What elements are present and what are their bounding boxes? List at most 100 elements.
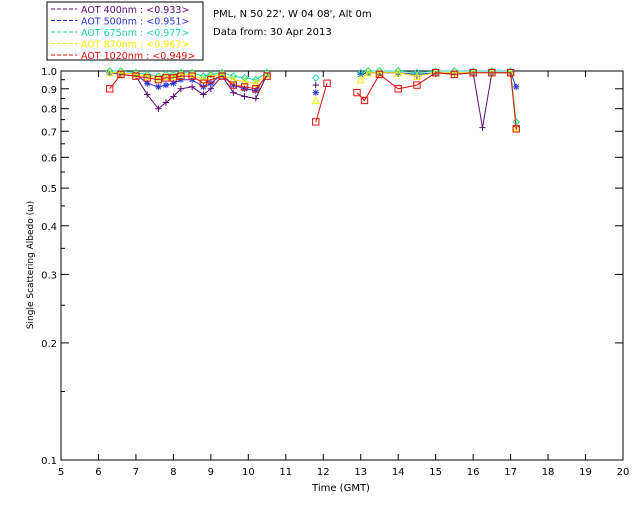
y-tick-label: 0.5 — [41, 184, 57, 195]
data-point — [161, 71, 170, 80]
series-1020nm — [106, 68, 520, 133]
x-axis-label: Time (GMT) — [311, 483, 370, 494]
data-point — [252, 85, 260, 93]
legend-label: AOT 400nm : <0.933> — [81, 5, 189, 16]
y-tick-label: 0.2 — [41, 339, 57, 350]
data-point — [240, 83, 249, 91]
data-point — [169, 74, 178, 82]
x-tick-label: 20 — [617, 467, 630, 478]
x-tick-label: 19 — [579, 467, 592, 478]
data-point — [207, 85, 215, 92]
data-point — [360, 96, 369, 105]
y-tick-label: 0.8 — [41, 105, 57, 116]
axis-ticks: 5 6 7 8 9 10 11 12 13 14 15 16 17 18 19 20 0.1 0.2 0.3 0.4 0… — [41, 67, 629, 478]
data-point — [413, 81, 421, 89]
x-tick-label: 16 — [467, 467, 480, 478]
data-point — [412, 71, 421, 80]
data-point — [241, 85, 248, 92]
x-tick-label: 12 — [317, 467, 330, 478]
data-point — [364, 68, 373, 77]
data-point — [176, 70, 185, 79]
legend: AOT 400nm : <0.933>AOT 500nm : <0.951>AO… — [46, 1, 204, 62]
data-point — [162, 74, 170, 82]
y-tick-label: 0.4 — [41, 222, 57, 233]
data-point — [131, 70, 140, 79]
data-point — [207, 75, 215, 84]
data-point — [469, 68, 477, 77]
data-point — [116, 68, 125, 77]
data-point — [169, 71, 178, 80]
data-point — [263, 68, 271, 77]
y-tick-label: 0.3 — [41, 270, 57, 281]
data-point — [263, 72, 271, 80]
chart-title-site: PML, N 50 22', W 04 08', Alt 0m — [213, 9, 372, 20]
y-axis-label: Single Scattering Albedo (ω) — [26, 201, 36, 329]
data-point — [162, 81, 170, 89]
data-point — [229, 81, 238, 89]
x-tick-label: 6 — [95, 467, 101, 478]
data-point — [229, 75, 238, 84]
x-tick-label: 17 — [504, 467, 517, 478]
data-point — [154, 75, 163, 84]
data-point — [143, 80, 151, 87]
data-marks — [105, 67, 521, 133]
data-point — [155, 83, 162, 91]
data-point — [375, 68, 384, 77]
data-point — [106, 85, 114, 93]
data-point — [312, 89, 319, 96]
x-tick-label: 7 — [133, 467, 139, 478]
data-point — [117, 70, 125, 79]
legend-label: AOT 675nm : <0.977> — [81, 28, 189, 39]
data-point — [450, 68, 459, 77]
data-point — [218, 70, 227, 79]
data-point — [177, 72, 185, 80]
data-point — [188, 83, 196, 91]
data-point — [105, 67, 114, 75]
data-point — [375, 70, 384, 79]
data-point — [450, 70, 459, 79]
data-point — [356, 75, 365, 84]
data-point — [218, 72, 226, 80]
data-point — [154, 73, 163, 82]
data-point — [200, 91, 207, 98]
data-point — [312, 81, 319, 89]
data-point — [413, 71, 421, 78]
data-point — [155, 105, 162, 112]
data-point — [230, 89, 237, 96]
data-point — [479, 124, 486, 131]
data-point — [357, 71, 364, 78]
data-point — [199, 79, 208, 87]
x-tick-label: 8 — [170, 467, 176, 478]
data-point — [252, 95, 260, 102]
data-point — [311, 73, 320, 82]
data-point — [323, 79, 331, 87]
x-tick-label: 13 — [354, 467, 367, 478]
x-tick-label: 5 — [58, 467, 64, 478]
data-point — [240, 77, 249, 86]
data-point — [162, 99, 170, 106]
data-point — [353, 88, 361, 97]
data-point — [132, 72, 140, 80]
legend-label: AOT 870nm : <0.967> — [81, 40, 189, 51]
y-tick-label: 0.9 — [41, 85, 57, 96]
data-point — [488, 68, 496, 77]
data-point — [206, 70, 215, 79]
data-point — [170, 93, 177, 100]
data-point — [143, 91, 151, 98]
data-point — [170, 80, 177, 87]
data-point — [512, 125, 520, 133]
legend-label: AOT 500nm : <0.951> — [81, 17, 189, 28]
x-tick-label: 18 — [542, 467, 555, 478]
data-point — [513, 83, 520, 91]
data-point — [143, 74, 151, 82]
data-point — [252, 87, 260, 94]
data-point — [506, 68, 515, 77]
data-point — [394, 67, 403, 75]
plot-frame — [60, 70, 624, 461]
legend-label: AOT 1020nm : <0.949> — [81, 51, 195, 62]
data-point — [105, 68, 114, 77]
x-tick-label: 15 — [429, 467, 442, 478]
data-point — [241, 93, 248, 100]
x-tick-label: 11 — [279, 467, 292, 478]
data-point — [431, 68, 440, 77]
